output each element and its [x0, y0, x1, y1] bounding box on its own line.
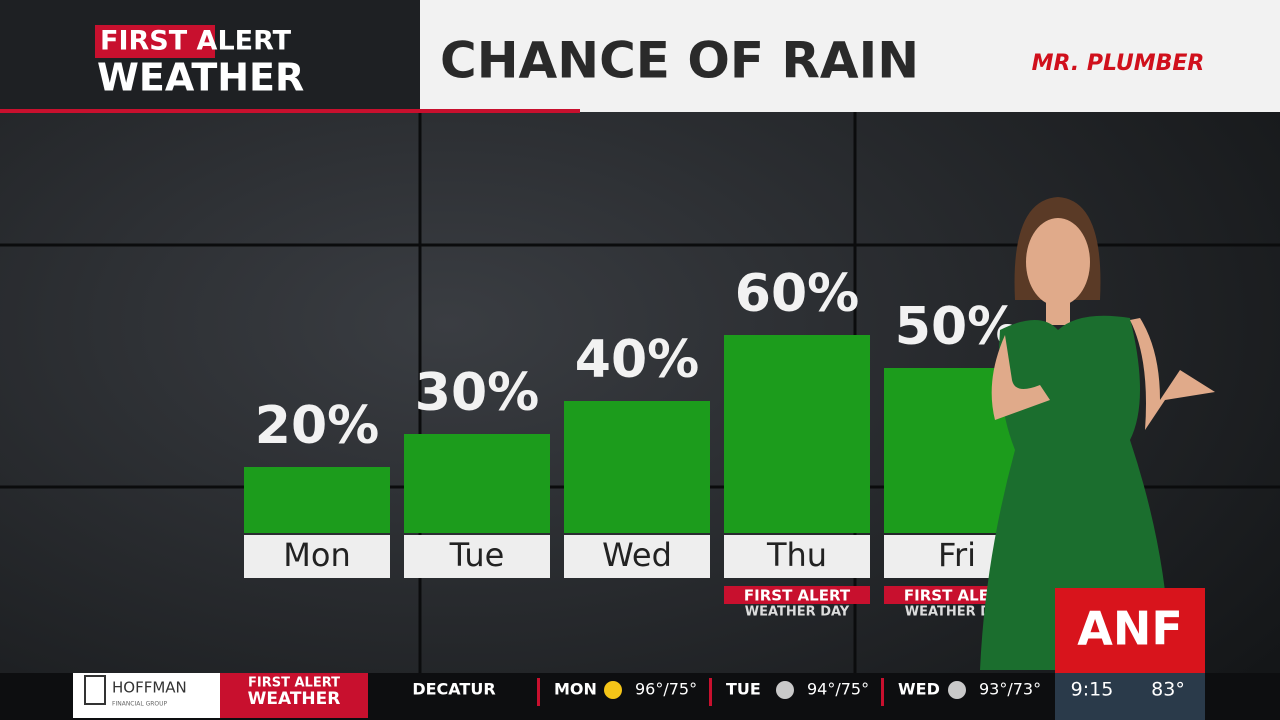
ticker-city: DECATUR	[412, 680, 495, 699]
ticker-time: 9:15	[1071, 679, 1114, 701]
ticker-brand-box	[220, 673, 368, 718]
bar	[724, 335, 870, 533]
annotation-line1: FIRST ALERT	[904, 587, 1011, 605]
header-rule	[0, 109, 580, 113]
ticker-sponsor-box	[73, 673, 220, 718]
bar	[564, 401, 710, 533]
value-label: 20%	[255, 396, 379, 456]
annotation-line2: WEATHER DAY	[905, 605, 1010, 620]
annotation-box	[724, 586, 870, 604]
category-box	[404, 535, 550, 578]
category-label: Tue	[449, 536, 505, 574]
title-panel	[420, 0, 1280, 112]
logo-box	[95, 25, 215, 58]
bar	[404, 434, 550, 533]
ticker-sponsor: HOFFMAN	[112, 679, 187, 697]
weather-icon	[604, 681, 622, 699]
ticker-divider	[709, 678, 712, 706]
category-box	[564, 535, 710, 578]
category-box	[724, 535, 870, 578]
value-label: 30%	[415, 363, 539, 423]
bar	[244, 467, 390, 533]
ticker-clock-box	[1055, 673, 1205, 720]
weather-icon	[948, 681, 966, 699]
ticker-divider	[881, 678, 884, 706]
category-label: Mon	[283, 536, 350, 574]
ticker-days: MON 96°/75° TUE 94°/75° WED 93°/73°	[537, 678, 1041, 706]
station-logo: ANF	[1077, 602, 1183, 656]
category-label: Thu	[766, 536, 827, 574]
chart-title: CHANCE OF RAIN	[440, 32, 919, 90]
ticker-current-temp: 83°	[1151, 679, 1185, 701]
category-label: Fri	[938, 536, 976, 574]
ticker-brand-line2: WEATHER	[248, 689, 341, 709]
ticker-temps: 96°/75°	[635, 680, 697, 699]
presenter	[980, 197, 1215, 670]
logo-line1: FIRST ALERT	[100, 26, 292, 57]
ticker-temps: 94°/75°	[807, 680, 869, 699]
value-label: 40%	[575, 330, 699, 390]
ticker-temps: 93°/73°	[979, 680, 1041, 699]
category-box	[244, 535, 390, 578]
weather-icon	[776, 681, 794, 699]
sponsor-logo: MR. PLUMBER	[1032, 51, 1205, 76]
ticker-divider	[537, 678, 540, 706]
annotation-line1: FIRST ALERT	[744, 587, 851, 605]
annotation-line2: WEATHER DAY	[745, 605, 850, 620]
category-label: Wed	[602, 536, 672, 574]
ticker-brand-line1: FIRST ALERT	[248, 676, 340, 691]
ticker-day: MON	[554, 680, 597, 699]
logo-line2: WEATHER	[97, 56, 304, 100]
ticker-day: WED	[898, 680, 940, 699]
sponsor-icon	[84, 675, 106, 705]
station-logo-box	[1055, 588, 1205, 673]
ticker-sponsor-sub: FINANCIAL GROUP	[112, 701, 168, 708]
value-label: 60%	[735, 264, 859, 324]
value-label: 50%	[895, 297, 1019, 357]
ticker-day: TUE	[726, 680, 761, 699]
